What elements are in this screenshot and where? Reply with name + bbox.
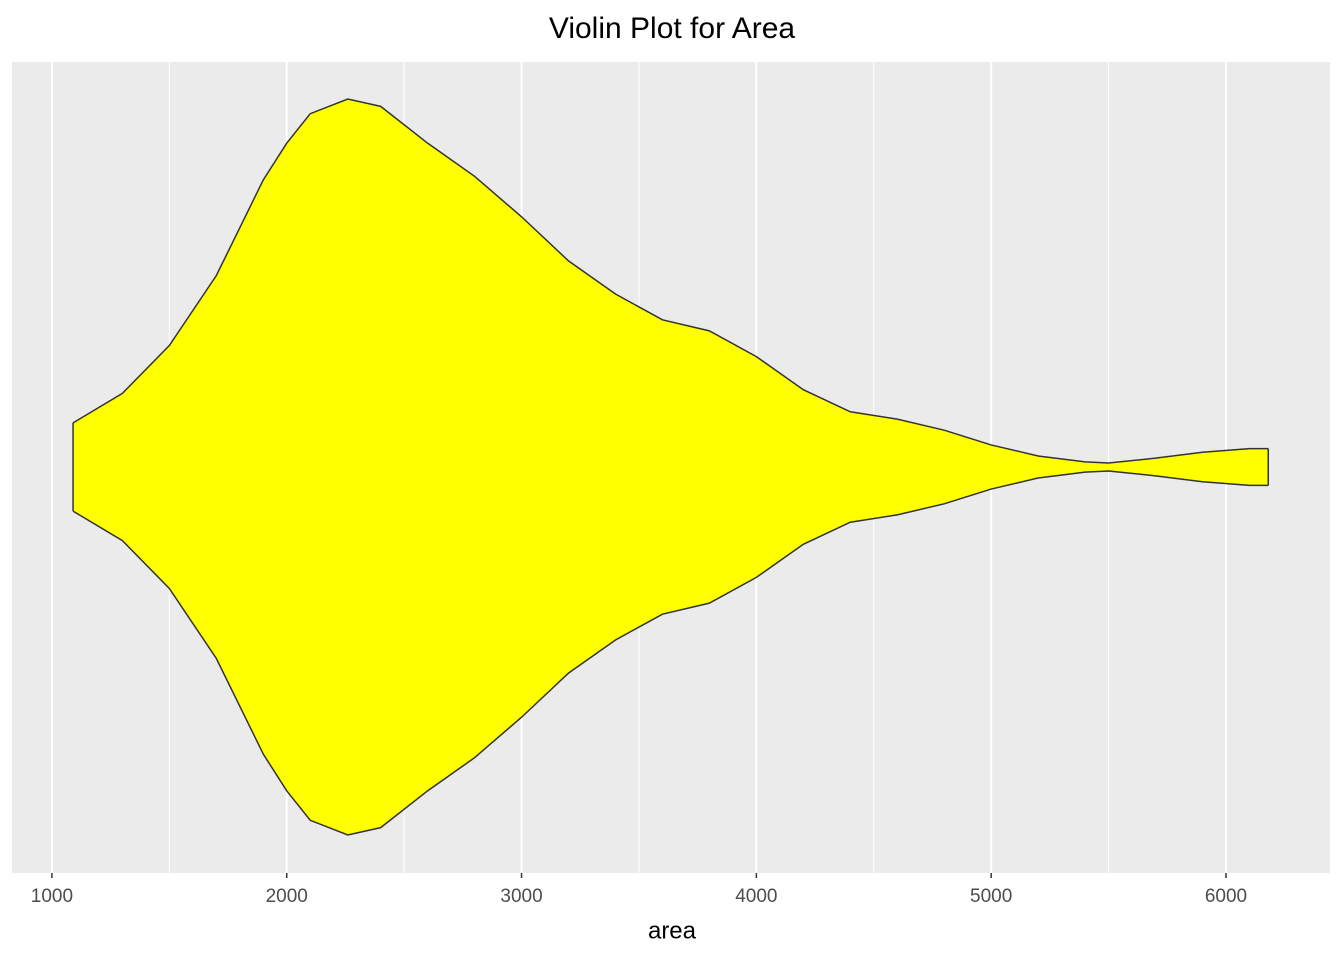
x-tick-label: 3000 (500, 886, 542, 907)
x-tick-label: 6000 (1205, 886, 1247, 907)
x-tick-label: 5000 (970, 886, 1012, 907)
violin-outline (72, 98, 1269, 464)
violin-outline (72, 470, 1269, 836)
x-tick-label: 1000 (31, 886, 73, 907)
chart-title: Violin Plot for Area (549, 12, 796, 45)
x-tick-label: 4000 (735, 886, 777, 907)
x-axis-label: area (648, 917, 697, 944)
x-tick-label: 2000 (266, 886, 308, 907)
